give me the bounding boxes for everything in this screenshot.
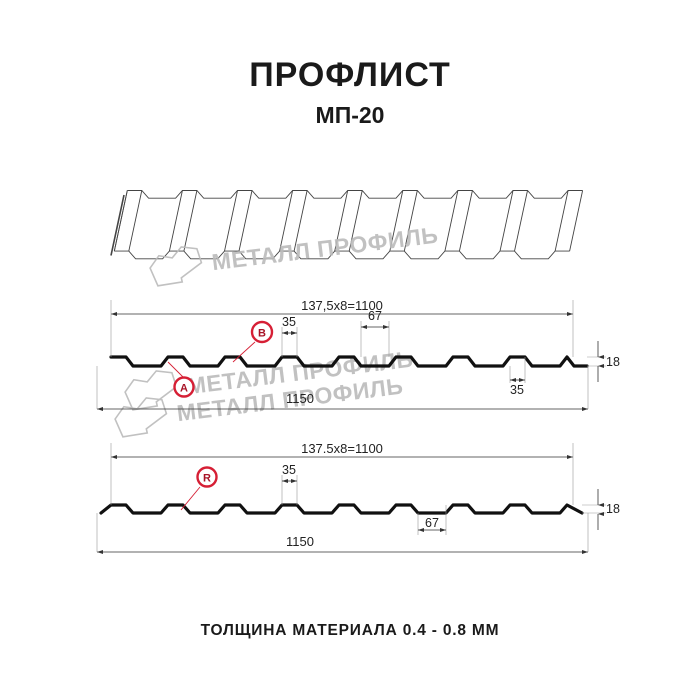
svg-text:35: 35 xyxy=(282,463,296,477)
svg-text:МЕТАЛЛ ПРОФИЛЬ: МЕТАЛЛ ПРОФИЛЬ xyxy=(210,222,439,276)
svg-text:A: A xyxy=(180,383,188,395)
svg-text:B: B xyxy=(258,328,266,340)
svg-text:67: 67 xyxy=(425,516,439,530)
svg-text:67: 67 xyxy=(368,309,382,323)
svg-text:1150: 1150 xyxy=(286,534,314,549)
svg-text:R: R xyxy=(203,473,211,485)
svg-text:137.5х8=1100: 137.5х8=1100 xyxy=(301,441,383,456)
svg-text:18: 18 xyxy=(606,502,620,516)
svg-text:35: 35 xyxy=(282,315,296,329)
svg-text:18: 18 xyxy=(606,355,620,369)
svg-text:1150: 1150 xyxy=(286,391,314,406)
svg-text:35: 35 xyxy=(510,383,524,397)
